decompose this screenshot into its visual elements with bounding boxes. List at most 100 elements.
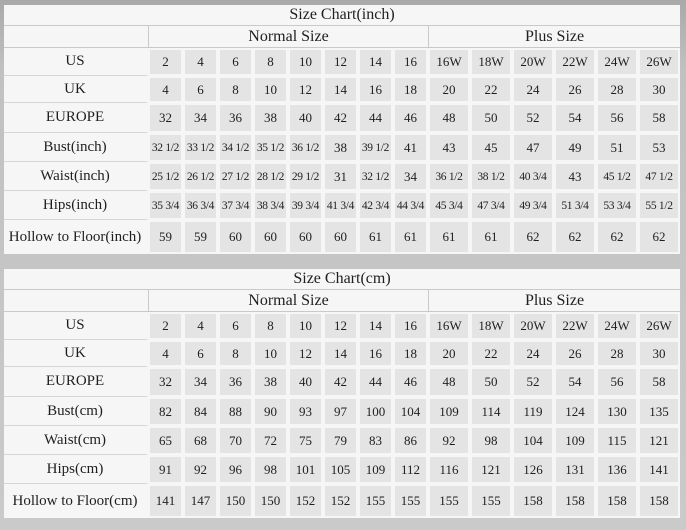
column-group-plus-size: Plus Size xyxy=(428,290,681,312)
row-label: Bust(cm) xyxy=(4,397,148,426)
size-cell: 47 3/4 xyxy=(470,191,512,220)
size-cell: 6 xyxy=(218,48,253,76)
size-cell: 4 xyxy=(148,76,183,103)
size-cell: 61 xyxy=(358,220,393,254)
size-cell: 131 xyxy=(554,455,596,484)
size-cell: 25 1/2 xyxy=(148,162,183,191)
size-cell: 60 xyxy=(218,220,253,254)
row-label: EUROPE xyxy=(4,367,148,397)
size-cell: 109 xyxy=(554,426,596,455)
size-cell: 49 3/4 xyxy=(512,191,554,220)
size-cell: 98 xyxy=(470,426,512,455)
row-label: US xyxy=(4,48,148,76)
row-label: Hollow to Floor(inch) xyxy=(4,220,148,254)
size-cell: 30 xyxy=(638,340,681,367)
size-cell: 152 xyxy=(323,484,358,518)
size-cell: 30 xyxy=(638,76,681,103)
size-cell: 26 1/2 xyxy=(183,162,218,191)
size-cell: 24 xyxy=(512,340,554,367)
size-cell: 50 xyxy=(470,367,512,397)
size-cell: 35 3/4 xyxy=(148,191,183,220)
size-cell: 4 xyxy=(183,48,218,76)
column-group-normal-size: Normal Size xyxy=(148,26,428,48)
size-cell: 42 xyxy=(323,103,358,133)
size-cell: 50 xyxy=(470,103,512,133)
size-cell: 79 xyxy=(323,426,358,455)
size-cell: 116 xyxy=(428,455,470,484)
size-cell: 124 xyxy=(554,397,596,426)
size-cell: 12 xyxy=(288,340,323,367)
row-label: Waist(cm) xyxy=(4,426,148,455)
size-cell: 16W xyxy=(428,312,470,340)
size-cell: 112 xyxy=(393,455,428,484)
size-cell: 16 xyxy=(358,76,393,103)
column-group-normal-size: Normal Size xyxy=(148,290,428,312)
size-cell: 39 1/2 xyxy=(358,133,393,162)
size-cell: 6 xyxy=(183,76,218,103)
size-cell: 152 xyxy=(288,484,323,518)
size-cell: 84 xyxy=(183,397,218,426)
size-cell: 32 xyxy=(148,367,183,397)
size-cell: 43 xyxy=(428,133,470,162)
size-cell: 16W xyxy=(428,48,470,76)
size-cell: 42 xyxy=(323,367,358,397)
size-cell: 46 xyxy=(393,367,428,397)
row-label: Hips(inch) xyxy=(4,191,148,220)
size-cell: 8 xyxy=(253,312,288,340)
size-chart-inch-table: Size Chart(inch) Normal Size Plus Size US 2 4… xyxy=(4,5,681,254)
size-cell: 119 xyxy=(512,397,554,426)
size-cell: 10 xyxy=(253,76,288,103)
size-cell: 44 3/4 xyxy=(393,191,428,220)
size-cell: 53 xyxy=(638,133,681,162)
size-cell: 55 1/2 xyxy=(638,191,681,220)
size-cell: 105 xyxy=(323,455,358,484)
size-cell: 109 xyxy=(428,397,470,426)
size-cell: 141 xyxy=(638,455,681,484)
size-cell: 126 xyxy=(512,455,554,484)
size-cell: 56 xyxy=(596,103,638,133)
size-cell: 40 xyxy=(288,103,323,133)
size-cell: 62 xyxy=(638,220,681,254)
size-cell: 86 xyxy=(393,426,428,455)
size-cell: 38 xyxy=(253,103,288,133)
size-cell: 38 xyxy=(253,367,288,397)
row-label: EUROPE xyxy=(4,103,148,133)
size-cell: 61 xyxy=(393,220,428,254)
size-cell: 22W xyxy=(554,48,596,76)
size-cell: 91 xyxy=(148,455,183,484)
size-cell: 38 3/4 xyxy=(253,191,288,220)
size-cell: 155 xyxy=(428,484,470,518)
size-cell: 68 xyxy=(183,426,218,455)
size-cell: 45 xyxy=(470,133,512,162)
size-cell: 34 xyxy=(183,367,218,397)
size-cell: 60 xyxy=(323,220,358,254)
size-cell: 18 xyxy=(393,76,428,103)
size-cell: 8 xyxy=(253,48,288,76)
size-cell: 158 xyxy=(596,484,638,518)
row-label: UK xyxy=(4,340,148,367)
size-cell: 62 xyxy=(512,220,554,254)
size-cell: 100 xyxy=(358,397,393,426)
size-cell: 14 xyxy=(358,48,393,76)
size-cell: 121 xyxy=(470,455,512,484)
size-cell: 12 xyxy=(288,76,323,103)
size-cell: 46 xyxy=(393,103,428,133)
size-cell: 40 xyxy=(288,367,323,397)
size-cell: 14 xyxy=(358,312,393,340)
size-cell: 20 xyxy=(428,76,470,103)
size-cell: 93 xyxy=(288,397,323,426)
size-cell: 150 xyxy=(253,484,288,518)
size-cell: 27 1/2 xyxy=(218,162,253,191)
size-cell: 114 xyxy=(470,397,512,426)
size-cell: 54 xyxy=(554,367,596,397)
size-cell: 24W xyxy=(596,48,638,76)
size-cell: 6 xyxy=(218,312,253,340)
size-cell: 88 xyxy=(218,397,253,426)
size-cell: 34 xyxy=(393,162,428,191)
size-cell: 53 3/4 xyxy=(596,191,638,220)
size-cell: 10 xyxy=(288,48,323,76)
size-cell: 59 xyxy=(148,220,183,254)
size-cell: 38 1/2 xyxy=(470,162,512,191)
size-cell: 26 xyxy=(554,340,596,367)
